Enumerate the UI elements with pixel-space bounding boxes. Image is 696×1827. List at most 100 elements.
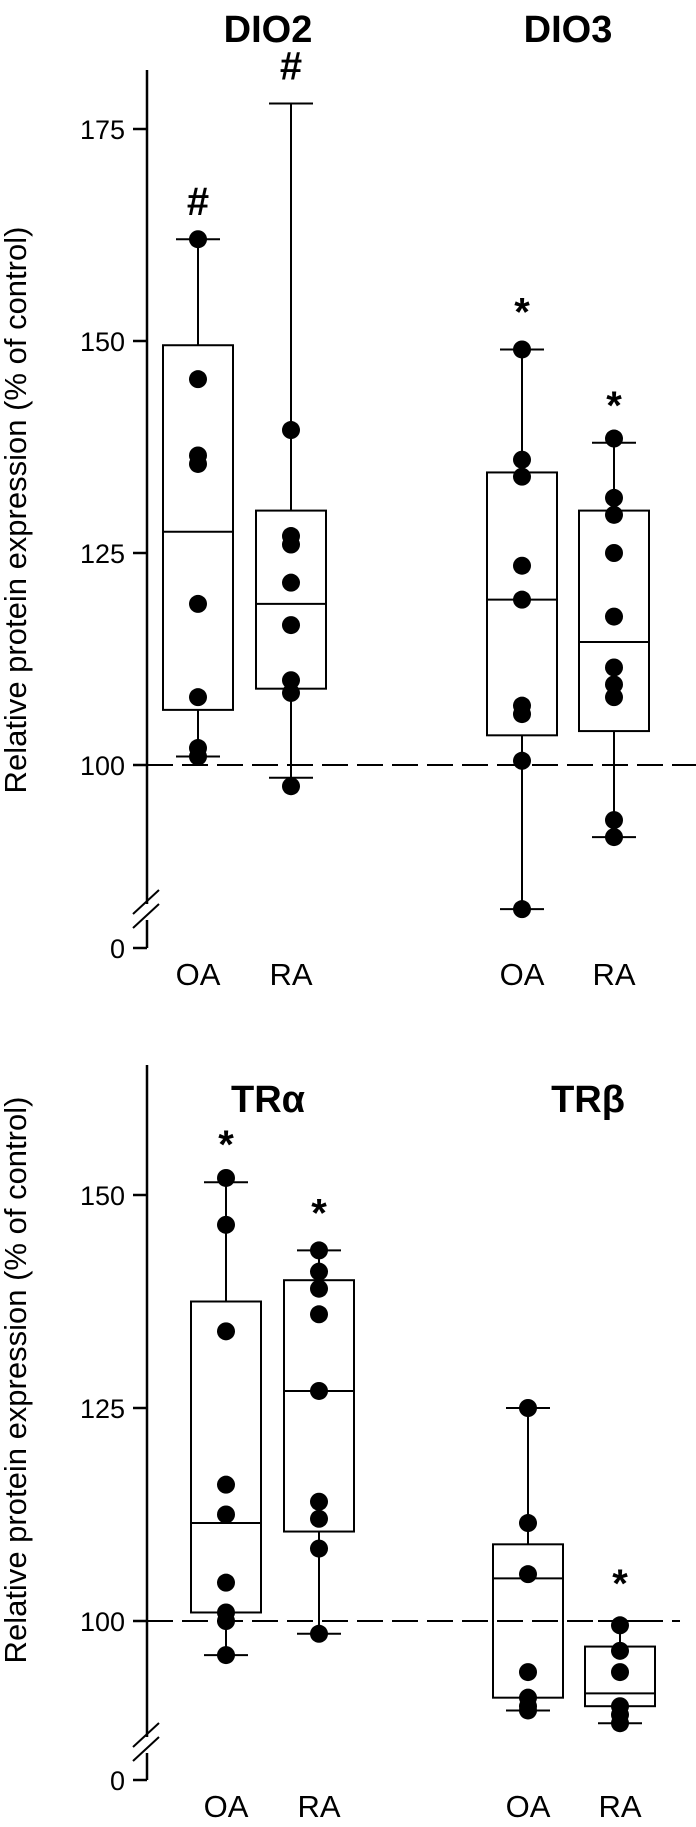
axis-break-mark xyxy=(132,1736,160,1762)
box-iqr xyxy=(162,344,234,711)
data-point xyxy=(519,1399,537,1417)
axis-break-mark xyxy=(132,889,160,915)
panel-1: 0 100 125 150 175 Relative protein expression… xyxy=(0,9,696,992)
data-point xyxy=(310,1539,328,1558)
data-point xyxy=(605,429,623,448)
y-tick-label: 175 xyxy=(80,115,125,145)
data-point xyxy=(519,1663,537,1682)
data-point xyxy=(189,594,207,613)
data-point xyxy=(310,1279,328,1298)
data-point xyxy=(513,450,531,469)
box-DIO3-OA: * OA xyxy=(486,290,558,992)
y-tick-label: 125 xyxy=(80,539,125,569)
data-point xyxy=(189,370,207,389)
data-point xyxy=(605,505,623,524)
data-point xyxy=(217,1168,235,1187)
data-point xyxy=(217,1322,235,1341)
category-label: OA xyxy=(506,1789,551,1824)
data-point xyxy=(310,1492,328,1511)
significance-marker: # xyxy=(280,45,302,89)
data-point xyxy=(513,340,531,359)
y-tick-label: 150 xyxy=(80,327,125,357)
axis-break-mark xyxy=(132,903,160,929)
data-point xyxy=(282,616,300,635)
y-tick-label: 100 xyxy=(80,1607,125,1637)
data-point xyxy=(310,1381,328,1400)
significance-marker: * xyxy=(612,1562,628,1606)
category-label: RA xyxy=(297,1789,340,1824)
data-point xyxy=(611,1663,629,1682)
data-point xyxy=(513,590,531,609)
data-point xyxy=(605,675,623,694)
data-point xyxy=(605,811,623,830)
data-point xyxy=(310,1509,328,1528)
panel-2: 0 100 125 150 Relative protein expression (%… xyxy=(0,1065,680,1824)
y-axis-label: Relative protein expression (% of contro… xyxy=(0,227,33,794)
category-label: RA xyxy=(269,957,312,992)
data-point xyxy=(513,556,531,575)
data-point xyxy=(605,607,623,626)
data-point xyxy=(605,658,623,677)
category-label: OA xyxy=(500,957,545,992)
box-TRβ-OA: OA xyxy=(492,1399,564,1824)
data-point xyxy=(310,1305,328,1324)
data-point xyxy=(513,751,531,770)
data-point xyxy=(217,1573,235,1592)
data-point xyxy=(611,1714,629,1733)
y-tick-label: 0 xyxy=(110,934,125,964)
data-point xyxy=(605,828,623,847)
data-point xyxy=(513,900,531,919)
data-point xyxy=(282,777,300,796)
data-point xyxy=(519,1514,537,1533)
box-TRβ-RA: * RA xyxy=(584,1562,656,1824)
data-point xyxy=(605,488,623,507)
box-DIO2-OA: # OA xyxy=(162,180,234,992)
significance-marker: * xyxy=(311,1191,327,1235)
y-tick-label: 100 xyxy=(80,751,125,781)
data-point xyxy=(217,1215,235,1234)
data-point xyxy=(519,1565,537,1584)
data-point xyxy=(217,1505,235,1524)
data-point xyxy=(310,1262,328,1281)
data-point xyxy=(282,671,300,690)
group-label: TRα xyxy=(231,1079,305,1121)
data-point xyxy=(310,1624,328,1643)
significance-marker: # xyxy=(187,180,209,224)
data-point xyxy=(217,1646,235,1665)
data-point xyxy=(282,573,300,592)
data-point xyxy=(282,535,300,554)
significance-marker: * xyxy=(218,1123,234,1167)
box-iqr xyxy=(190,1300,262,1614)
category-label: RA xyxy=(598,1789,641,1824)
data-point xyxy=(189,454,207,473)
data-point xyxy=(513,705,531,724)
data-point xyxy=(282,421,300,440)
data-point xyxy=(282,683,300,702)
data-point xyxy=(189,688,207,707)
data-point xyxy=(217,1475,235,1494)
data-point xyxy=(513,467,531,486)
category-label: RA xyxy=(592,957,635,992)
data-point xyxy=(217,1612,235,1630)
data-point xyxy=(611,1641,629,1660)
data-point xyxy=(605,688,623,707)
category-label: OA xyxy=(204,1789,249,1824)
box-DIO3-RA: * RA xyxy=(578,384,650,992)
y-tick-label: 150 xyxy=(80,1181,125,1211)
data-point xyxy=(519,1701,537,1720)
group-label: DIO2 xyxy=(224,9,313,51)
data-point xyxy=(611,1616,629,1635)
y-tick-label: 125 xyxy=(80,1394,125,1424)
box-DIO2-RA: # RA xyxy=(255,45,327,992)
significance-marker: * xyxy=(514,290,530,334)
category-label: OA xyxy=(176,957,221,992)
data-point xyxy=(189,747,207,766)
data-point xyxy=(310,1241,328,1260)
data-point xyxy=(189,230,207,249)
axis-break-mark xyxy=(132,1722,160,1748)
y-tick-label: 0 xyxy=(110,1766,125,1796)
group-label: DIO3 xyxy=(524,9,613,51)
significance-marker: * xyxy=(606,384,622,428)
box-TRα-RA: * RA xyxy=(283,1191,355,1824)
